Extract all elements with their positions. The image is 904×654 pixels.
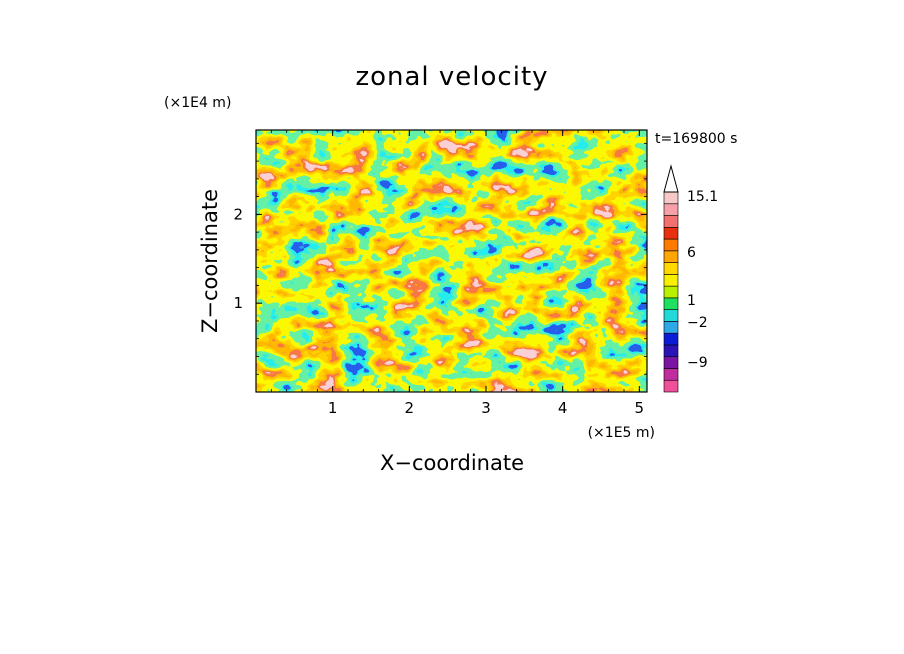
- colorbar-extend-arrow: [663, 164, 679, 193]
- y-axis: 12: [233, 142, 647, 375]
- x-axis-title: X−coordinate: [380, 451, 524, 475]
- colorbar-swatch: [663, 285, 679, 299]
- colorbar: [663, 164, 679, 393]
- colorbar-swatch: [663, 332, 679, 346]
- colorbar-swatch: [663, 226, 679, 240]
- colorbar-swatch: [663, 203, 679, 216]
- colorbar-swatch: [663, 344, 679, 358]
- x-unit-label: (×1E5 m): [588, 425, 655, 441]
- colorbar-label: −9: [687, 355, 708, 371]
- colorbar-label: −2: [687, 315, 708, 331]
- heatmap-field: [256, 130, 647, 392]
- y-unit-label: (×1E4 m): [164, 95, 231, 111]
- colorbar-swatch: [663, 262, 679, 275]
- y-tick-label: 2: [233, 205, 243, 223]
- x-tick-label: 3: [481, 399, 491, 417]
- colorbar-swatch: [663, 238, 679, 252]
- colorbar-swatch: [663, 368, 679, 381]
- x-tick-label: 2: [405, 399, 415, 417]
- chart-title: zonal velocity: [355, 62, 548, 92]
- colorbar-label: 15.1: [687, 189, 718, 205]
- colorbar-swatch: [663, 297, 679, 310]
- y-axis-title: Z−coordinate: [198, 189, 222, 333]
- colorbar-swatch: [663, 309, 679, 322]
- x-tick-label: 4: [558, 399, 568, 417]
- colorbar-swatch: [663, 321, 679, 334]
- colorbar-labels: 15.1 6 1 −2 −9: [687, 189, 718, 371]
- x-tick-label: 5: [635, 399, 645, 417]
- x-axis: 1 2 3 4 5: [270, 130, 645, 417]
- colorbar-label: 1: [687, 293, 696, 309]
- y-tick-label: 1: [233, 294, 243, 312]
- colorbar-swatch: [663, 274, 679, 287]
- colorbar-swatch: [663, 250, 679, 263]
- colorbar-swatch: [663, 356, 679, 369]
- time-label: t=169800 s: [655, 131, 737, 147]
- colorbar-swatch: [663, 191, 679, 205]
- colorbar-swatch: [663, 215, 679, 228]
- plot-frame: [255, 129, 648, 393]
- colorbar-swatch: [663, 379, 679, 393]
- x-tick-label: 1: [328, 399, 338, 417]
- colorbar-label: 6: [687, 245, 696, 261]
